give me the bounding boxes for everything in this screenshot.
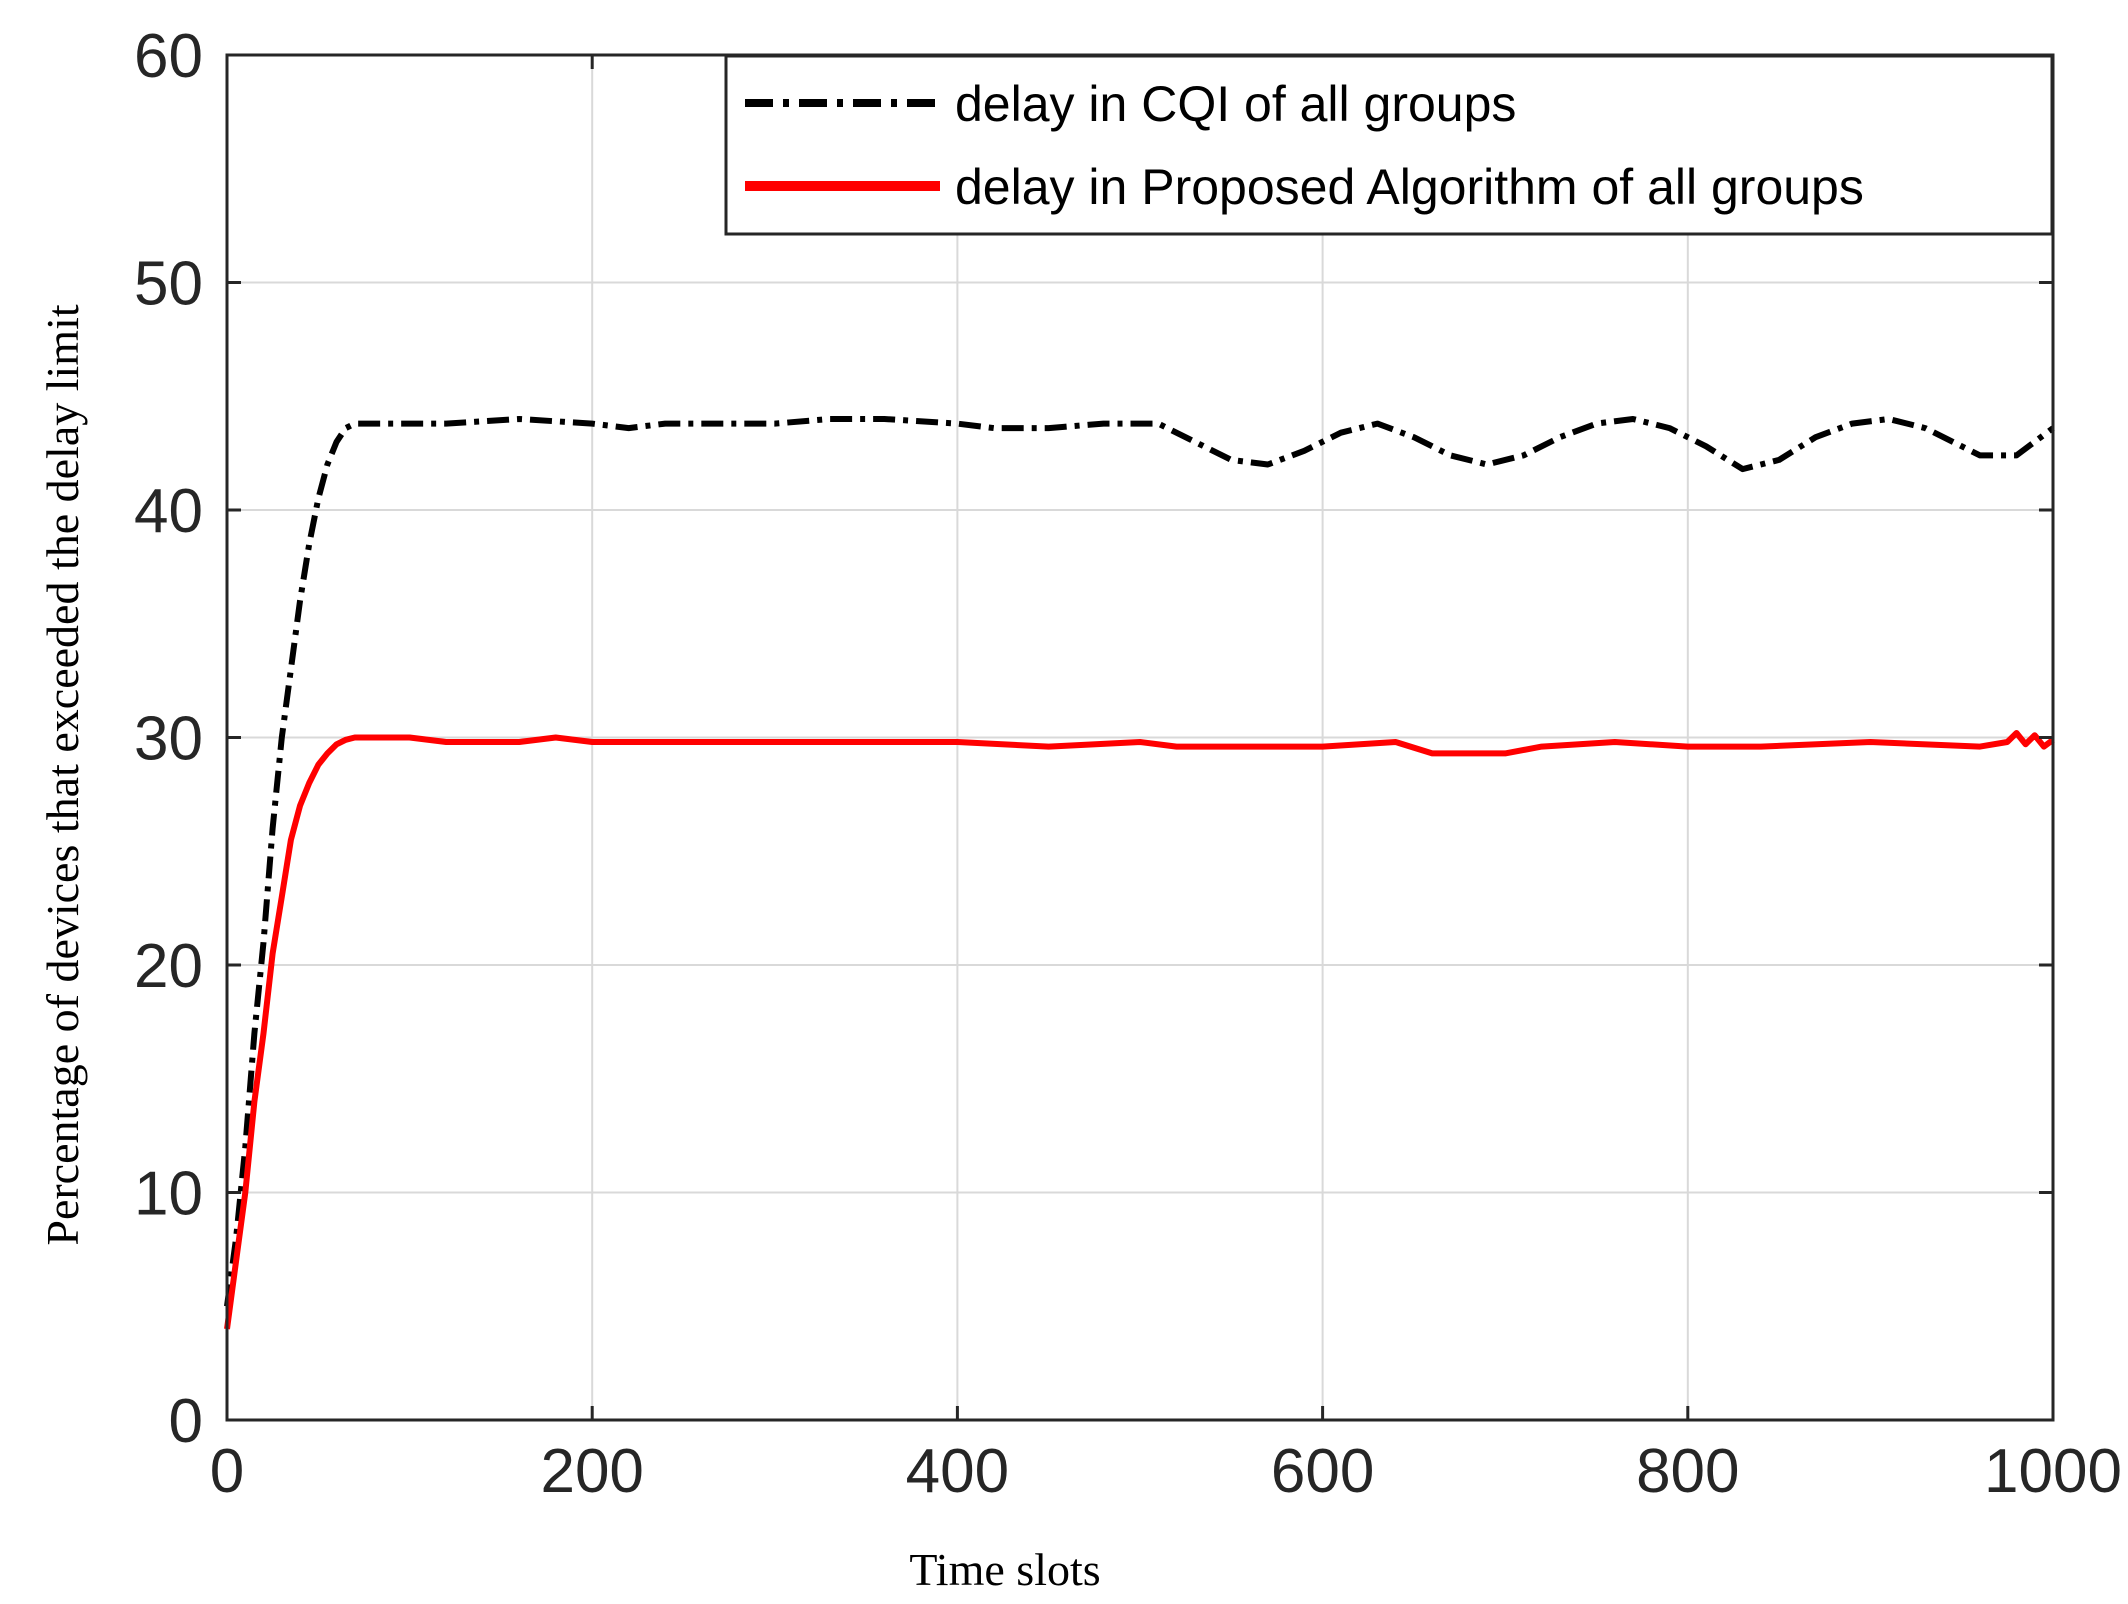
legend-label-proposed: delay in Proposed Algorithm of all group… [955,159,1864,215]
grid-lines [227,55,2053,1420]
legend: delay in CQI of all groups delay in Prop… [724,54,2054,236]
y-tick-label: 20 [134,932,203,1001]
x-tick-label: 800 [1636,1437,1739,1506]
x-tick-label: 1000 [1984,1437,2122,1506]
x-tick-label: 400 [906,1437,1009,1506]
legend-label-cqi: delay in CQI of all groups [955,76,1516,132]
series-line-proposed [224,730,2055,1330]
y-tick-label: 40 [134,477,203,546]
x-tick-label: 600 [1271,1437,1374,1506]
y-tick-label: 50 [134,250,203,319]
x-tick-label: 0 [210,1437,244,1506]
legend-box [724,54,2054,236]
x-axis-title: Time slots [909,1544,1100,1595]
y-tick-label: 30 [134,705,203,774]
y-tick-label: 10 [134,1160,203,1229]
y-tick-label: 60 [134,22,203,91]
y-tick-label: 0 [169,1387,203,1456]
series-lines [224,416,2055,1330]
series-line-cqi [224,416,2055,1307]
x-tick-label: 200 [540,1437,643,1506]
y-axis-title: Percentage of devices that exceeded the … [37,304,88,1246]
axis-ticks: 0 200 400 600 800 1000 0 10 20 30 40 50 60 [134,22,2122,1506]
